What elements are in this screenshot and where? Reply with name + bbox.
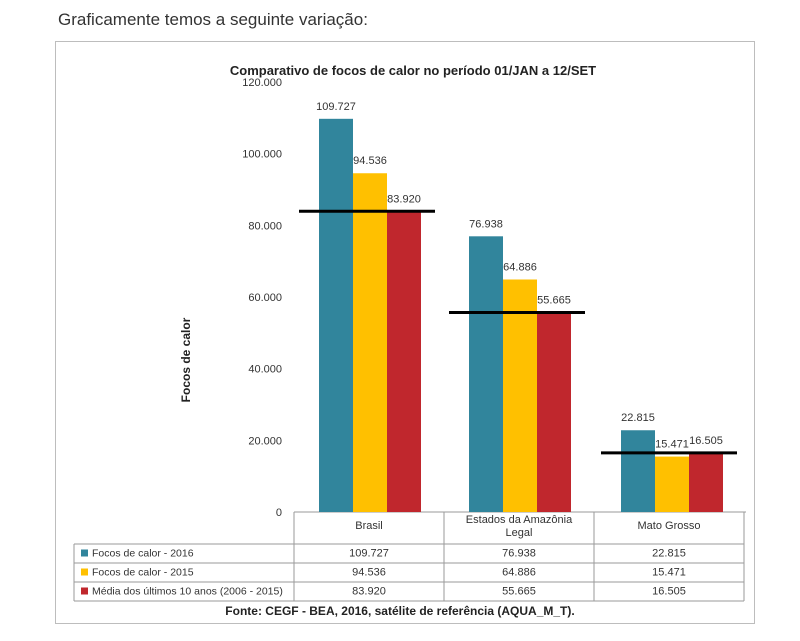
- data-table: Brasil Estados da Amazônia Legal Mato Gross…: [73, 512, 745, 602]
- y-tick-label: 0: [276, 507, 282, 519]
- table-cell: 64.886: [502, 567, 536, 579]
- intro-text: Graficamente temos a seguinte variação:: [58, 10, 368, 29]
- bar-2: [503, 279, 537, 512]
- table-cell: 83.920: [352, 586, 386, 598]
- legend-label: Focos de calor - 2016: [92, 548, 194, 560]
- bar-2: [655, 456, 689, 512]
- data-label: 109.727: [316, 101, 356, 113]
- legend-label: Focos de calor - 2015: [92, 567, 194, 579]
- y-tick-label: 120.000: [242, 77, 282, 89]
- data-label: 22.815: [621, 412, 655, 424]
- chart-frame: Comparativo de focos de calor no período…: [55, 41, 755, 624]
- bar-3: [689, 452, 723, 512]
- category-label: Estados da Amazônia Legal: [466, 514, 573, 539]
- legend-swatch-3: [81, 587, 88, 595]
- bar-3: [537, 312, 571, 512]
- table-cell: 55.665: [502, 586, 536, 598]
- plot-area: 0 20.000 40.000 60.000 80.000 100.000 120.000 1…: [242, 77, 746, 519]
- table-cell: 22.815: [652, 548, 686, 560]
- category-label: Mato Grosso: [638, 520, 701, 532]
- data-label: 64.886: [503, 261, 537, 273]
- y-tick-label: 40.000: [248, 364, 282, 376]
- table-cell: 94.536: [352, 567, 386, 579]
- data-label: 16.505: [689, 435, 723, 447]
- legend-swatch-2: [81, 568, 88, 576]
- chart-title: Comparativo de focos de calor no período…: [230, 63, 596, 78]
- data-label: 15.471: [655, 439, 689, 451]
- table-cell: 109.727: [349, 548, 389, 560]
- data-label: 94.536: [353, 155, 387, 167]
- legend-label: Média dos últimos 10 anos (2006 - 2015): [92, 586, 283, 598]
- bar-1: [319, 118, 353, 512]
- bar-1: [469, 236, 503, 513]
- source-caption: Fonte: CEGF - BEA, 2016, satélite de ref…: [225, 604, 575, 618]
- bar-2: [353, 173, 387, 512]
- y-tick-label: 20.000: [248, 435, 282, 447]
- y-tick-label: 80.000: [248, 220, 282, 232]
- bar-1: [621, 430, 655, 512]
- data-label: 55.665: [537, 295, 571, 307]
- data-label: 76.938: [469, 218, 503, 230]
- legend-swatch-1: [81, 549, 88, 557]
- y-axis-label: Focos de calor: [179, 317, 193, 402]
- table-cell: 76.938: [502, 548, 536, 560]
- table-cell: 15.471: [652, 567, 686, 579]
- category-label: Brasil: [355, 520, 383, 532]
- data-label: 83.920: [387, 193, 421, 205]
- table-cell: 16.505: [652, 586, 686, 598]
- chart: Comparativo de focos de calor no período…: [73, 63, 746, 602]
- bar-3: [387, 211, 421, 512]
- y-tick-label: 60.000: [248, 292, 282, 304]
- y-tick-label: 100.000: [242, 149, 282, 161]
